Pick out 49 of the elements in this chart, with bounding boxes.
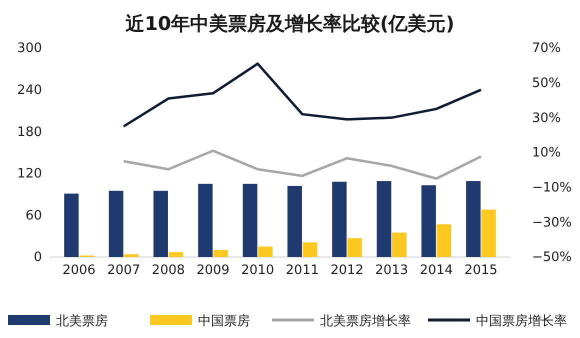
bar [376,181,392,257]
x-tick-label: 2009 [196,263,230,278]
bar [198,184,213,257]
bar [168,252,184,257]
legend-label: 中国票房 [198,313,250,329]
y2-tick-label: 70% [532,41,561,56]
bar [287,186,302,257]
x-tick-label: 2006 [62,263,96,278]
y-tick-label: 120 [17,166,42,182]
y-tick-label: 0 [34,250,42,266]
bar [64,194,79,257]
x-tick-label: 2013 [375,263,408,278]
y2-tick-label: 10% [532,146,561,161]
bar [332,182,347,257]
bar [466,181,481,257]
x-tick-label: 2012 [330,263,364,278]
x-tick-label: 2007 [107,263,140,278]
x-tick-label: 2010 [241,263,274,278]
bar [392,232,407,257]
chart-title: 近10年中美票房及增长率比较(亿美元) [124,13,454,35]
y-tick-label: 60 [25,208,42,224]
bar [258,246,273,257]
y2-tick-label: −50% [532,250,572,266]
bar [347,238,362,257]
x-tick-label: 2008 [152,263,185,278]
y-tick-label: 240 [17,82,42,98]
line-series [122,62,482,128]
bar [481,210,496,257]
legend-label: 北美票房增长率 [320,313,411,329]
x-tick-label: 2015 [464,263,498,278]
y-tick-label: 180 [17,124,42,140]
y2-tick-label: −10% [532,180,572,196]
y2-tick-label: 30% [532,110,561,126]
bar [242,184,258,257]
legend-label: 中国票房增长率 [476,313,567,329]
bar [213,250,228,257]
line-series [122,150,482,180]
legend-label: 北美票房 [56,313,108,329]
bar [153,190,168,257]
y2-tick-label: −30% [532,215,572,230]
x-tick-label: 2011 [286,263,319,278]
bar [302,242,318,257]
x-tick-label: 2014 [420,263,453,278]
bar [436,224,452,257]
y-tick-label: 300 [17,41,42,56]
bar [108,190,124,257]
bar [124,254,139,257]
bar [421,185,436,257]
y2-tick-label: 50% [532,76,561,91]
